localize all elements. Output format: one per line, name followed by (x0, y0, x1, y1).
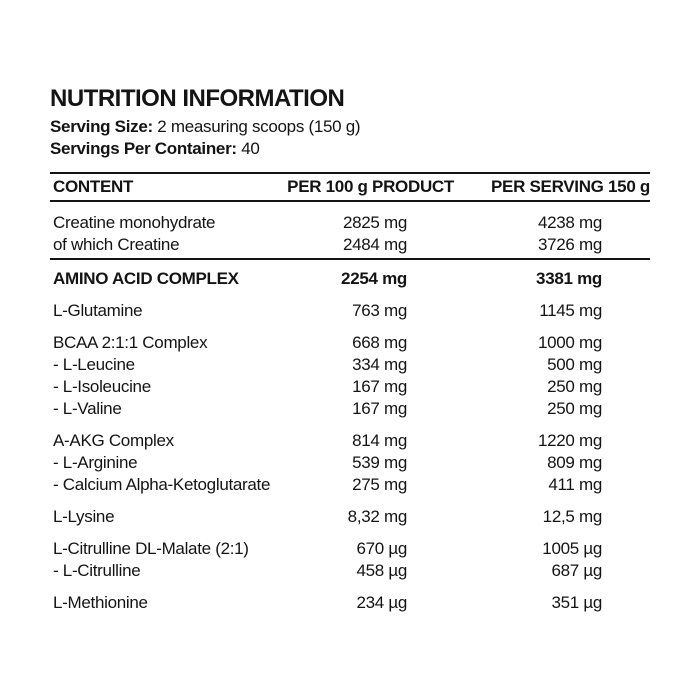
table-group: AMINO ACID COMPLEX 2254 mg 3381 mg (50, 268, 650, 290)
row-serving-value: 411 mg (548, 475, 602, 494)
row-serving-value: 3381 mg (536, 269, 602, 288)
row-per100-value: 814 mg (352, 431, 407, 450)
row-per100-value: 2254 mg (341, 269, 407, 288)
row-label: BCAA 2:1:1 Complex (53, 333, 208, 352)
nutrition-table-body: Creatine monohydrate 2825 mg 4238 mg of whi… (50, 212, 650, 614)
row-label: L-Methionine (53, 593, 148, 612)
row-per100-value: 2825 mg (342, 213, 407, 232)
table-group: A-AKG Complex 814 mg 1220 mg - L-Arginine 53… (50, 430, 650, 496)
servings-per-container-value: 40 (241, 139, 260, 158)
row-label: A-AKG Complex (53, 431, 174, 450)
row-per100-value: 458 µg (356, 561, 407, 580)
row-per100-value: 670 µg (356, 539, 407, 558)
table-group: L-Glutamine 763 mg 1145 mg (50, 300, 650, 322)
row-label: L-Glutamine (53, 301, 143, 320)
row-per100-value: 2484 mg (342, 235, 407, 254)
row-per100-value: 668 mg (352, 333, 407, 352)
table-row: - L-Arginine 539 mg 809 mg (50, 452, 650, 474)
row-per100-value: 167 mg (352, 377, 407, 396)
table-group: L-Citrulline DL-Malate (2:1) 670 µg 1005 µ… (50, 538, 650, 582)
table-row: of which Creatine 2484 mg 3726 mg (50, 234, 650, 256)
table-row: L-Citrulline DL-Malate (2:1) 670 µg 1005 µ… (50, 538, 650, 560)
column-header-serving: PER SERVING 150 g (491, 177, 650, 196)
table-row: AMINO ACID COMPLEX 2254 mg 3381 mg (50, 268, 650, 290)
servings-per-container-line: Servings Per Container: 40 (50, 138, 650, 160)
row-per100-value: 763 mg (352, 301, 407, 320)
column-header-per100: PER 100 g PRODUCT (287, 177, 454, 196)
row-label: AMINO ACID COMPLEX (53, 269, 239, 288)
row-serving-value: 3726 mg (537, 235, 602, 254)
row-per100-value: 334 mg (352, 355, 407, 374)
row-per100-value: 275 mg (352, 475, 407, 494)
row-label: of which Creatine (53, 235, 180, 254)
serving-size-label: Serving Size: (50, 117, 153, 136)
table-row: - L-Leucine 334 mg 500 mg (50, 354, 650, 376)
page-title: NUTRITION INFORMATION (50, 85, 345, 112)
row-label: - L-Leucine (53, 355, 135, 374)
row-serving-value: 4238 mg (537, 213, 602, 232)
table-row: - L-Citrulline 458 µg 687 µg (50, 560, 650, 582)
table-row: L-Methionine 234 µg 351 µg (50, 592, 650, 614)
table-row: L-Glutamine 763 mg 1145 mg (50, 300, 650, 322)
row-label: L-Citrulline DL-Malate (2:1) (53, 539, 249, 558)
serving-size-value: 2 measuring scoops (150 g) (157, 117, 361, 136)
row-label: L-Lysine (53, 507, 115, 526)
row-serving-value: 351 µg (551, 593, 602, 612)
serving-size-line: Serving Size: 2 measuring scoops (150 g) (50, 116, 650, 138)
row-label: - L-Citrulline (53, 561, 141, 580)
table-row: A-AKG Complex 814 mg 1220 mg (50, 430, 650, 452)
row-per100-value: 234 µg (356, 593, 407, 612)
table-divider (50, 258, 650, 260)
row-serving-value: 1000 mg (537, 333, 602, 352)
nutrition-label: NUTRITION INFORMATION Serving Size: 2 me… (50, 86, 650, 614)
row-label: - L-Valine (53, 399, 122, 418)
column-header-content: CONTENT (53, 177, 134, 196)
row-label: - L-Isoleucine (53, 377, 151, 396)
row-label: - Calcium Alpha-Ketoglutarate (53, 475, 271, 494)
row-serving-value: 12,5 mg (542, 507, 603, 526)
table-row: - L-Isoleucine 167 mg 250 mg (50, 376, 650, 398)
table-group: Creatine monohydrate 2825 mg 4238 mg of whi… (50, 212, 650, 256)
row-serving-value: 1145 mg (539, 301, 602, 320)
row-serving-value: 809 mg (547, 453, 602, 472)
table-row: Creatine monohydrate 2825 mg 4238 mg (50, 212, 650, 234)
nutrition-table-header: CONTENT PER 100 g PRODUCT PER SERVING 15… (50, 172, 650, 202)
table-row: - Calcium Alpha-Ketoglutarate 275 mg 411 m… (50, 474, 650, 496)
table-group: L-Lysine 8,32 mg 12,5 mg (50, 506, 650, 528)
table-group: L-Methionine 234 µg 351 µg (50, 592, 650, 614)
row-per100-value: 167 mg (352, 399, 407, 418)
row-label: Creatine monohydrate (53, 213, 216, 232)
row-serving-value: 250 mg (547, 377, 602, 396)
nutrition-table: CONTENT PER 100 g PRODUCT PER SERVING 15… (50, 172, 650, 614)
row-per100-value: 8,32 mg (347, 507, 408, 526)
row-label: - L-Arginine (53, 453, 138, 472)
table-row: - L-Valine 167 mg 250 mg (50, 398, 650, 420)
row-serving-value: 250 mg (547, 399, 602, 418)
row-serving-value: 500 mg (547, 355, 602, 374)
table-group: BCAA 2:1:1 Complex 668 mg 1000 mg - L-Leuci… (50, 332, 650, 420)
row-serving-value: 687 µg (551, 561, 602, 580)
row-serving-value: 1220 mg (537, 431, 602, 450)
table-row: L-Lysine 8,32 mg 12,5 mg (50, 506, 650, 528)
row-serving-value: 1005 µg (542, 539, 602, 558)
servings-per-container-label: Servings Per Container: (50, 139, 237, 158)
table-row: BCAA 2:1:1 Complex 668 mg 1000 mg (50, 332, 650, 354)
row-per100-value: 539 mg (352, 453, 407, 472)
